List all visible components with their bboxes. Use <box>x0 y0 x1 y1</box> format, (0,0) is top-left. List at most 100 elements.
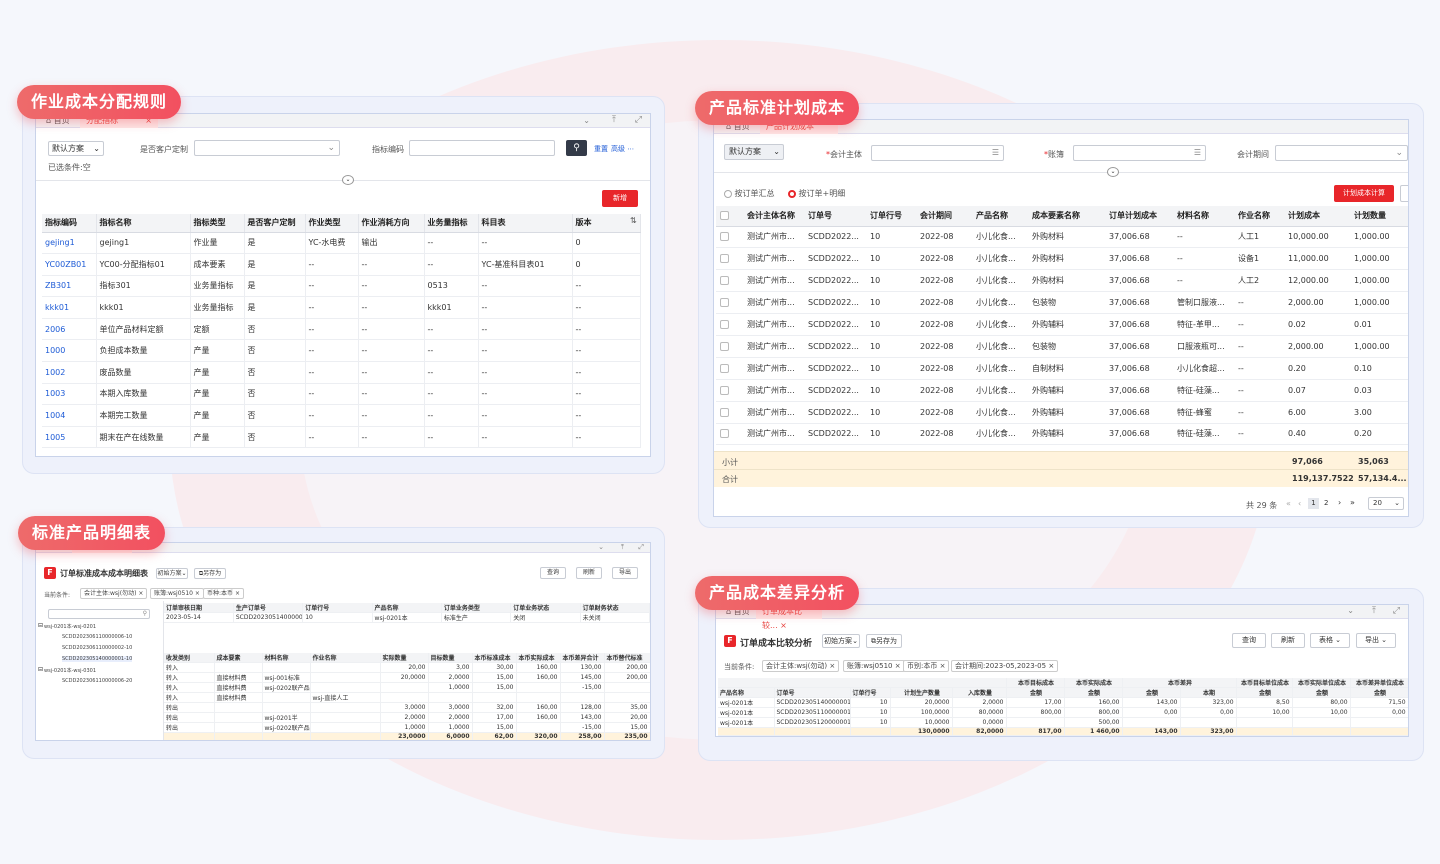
tree-expand-icon[interactable]: ⊟ <box>38 622 44 629</box>
column-settings-icon[interactable]: ⇅ <box>630 216 637 225</box>
tree-expand-icon[interactable]: ⊟ <box>38 666 44 673</box>
select-all-checkbox[interactable] <box>716 206 743 227</box>
condition-chip-book[interactable]: 账簿:wsj0510 × <box>843 660 905 672</box>
scheme-select[interactable]: 初始方案⌄ <box>822 634 860 648</box>
calc-plan-cost-button[interactable]: 计划成本计算 <box>1334 185 1394 202</box>
tab-home[interactable]: ⌂ 首页 <box>46 116 70 125</box>
table-row[interactable]: 测试广州市... SCDD2022... 10 2022-08 小儿化食... 自制材料 3… <box>716 357 1408 380</box>
column-header[interactable]: 订单计划成本 <box>1105 206 1173 227</box>
save-as-button[interactable]: ⧉另存为 <box>194 568 226 579</box>
column-header[interactable]: 作业类型 <box>305 214 359 233</box>
pager-first-icon[interactable]: « <box>1286 499 1291 508</box>
table-cell[interactable]: 1003 <box>42 383 97 406</box>
row-checkbox[interactable] <box>716 247 743 271</box>
table-row[interactable]: 测试广州市... SCDD2022... 10 2022-08 小儿化食... 外购材料 3… <box>716 247 1408 271</box>
tree-node[interactable]: wsj-0201本-wsj-0201 <box>44 624 97 630</box>
table-cell[interactable]: 1004 <box>42 404 97 427</box>
column-header[interactable]: 指标编码 <box>42 214 97 233</box>
row-checkbox[interactable] <box>716 226 743 249</box>
table-cell[interactable]: ZB301 <box>42 275 97 298</box>
table-view-button[interactable]: 表格 ⌄ <box>1310 633 1350 648</box>
condition-chip-currency[interactable]: 币别:本币 × <box>903 660 950 672</box>
column-header[interactable]: 计划数量 <box>1350 206 1408 227</box>
table-cell[interactable]: 1000 <box>42 339 97 363</box>
chevron-down-icon[interactable]: ⌄ <box>583 116 590 125</box>
table-row[interactable]: 1004 本期完工数量 产量否 -- -- -- -- -- <box>42 404 641 427</box>
table-row[interactable]: 1000 负担成本数量 产量否 -- -- -- -- -- <box>42 339 641 363</box>
customer-select[interactable]: ⌄ <box>194 140 340 156</box>
pin-icon[interactable]: ⤒ <box>620 543 624 551</box>
expand-icon[interactable]: ⤢ <box>638 543 644 551</box>
add-button[interactable]: 新增 <box>602 190 638 207</box>
expand-icon[interactable]: ⤢ <box>634 115 642 125</box>
table-cell[interactable]: 2006 <box>42 318 97 341</box>
condition-chip-book[interactable]: 账簿:wsj0510 × <box>150 588 204 599</box>
table-row[interactable]: YC00ZB01 YC00-分配指标01 成本要素是 -- -- -- YC-基准科目表01… <box>42 253 641 276</box>
table-cell[interactable]: 1005 <box>42 426 97 449</box>
collapse-icon[interactable]: ⌄ <box>1107 167 1119 177</box>
collapse-icon[interactable]: ⌄ <box>342 175 354 185</box>
export-button[interactable]: 导出 <box>612 567 638 579</box>
table-row[interactable]: ZB301 指标301 业务量指标是 -- -- 0513 -- -- <box>42 275 641 298</box>
table-row[interactable]: 测试广州市... SCDD2022... 10 2022-08 小儿化食... 包装物 37… <box>716 335 1408 358</box>
period-select[interactable]: ⌄ <box>1275 145 1408 161</box>
pin-icon[interactable]: ⤒ <box>612 115 616 125</box>
table-cell[interactable]: YC00ZB01 <box>42 253 97 276</box>
tree-node[interactable]: SCDD202305140000001-10 <box>62 656 133 662</box>
query-button[interactable]: 查询 <box>1232 633 1266 648</box>
pin-icon[interactable]: ⤒ <box>1372 606 1376 616</box>
table-row[interactable]: 测试广州市... SCDD2022... 10 2022-08 小儿化食... 外购辅料 3… <box>716 401 1408 424</box>
table-cell[interactable]: 1002 <box>42 361 97 384</box>
chevron-down-icon[interactable]: ⌄ <box>1347 606 1354 615</box>
pager-page-2[interactable]: 2 <box>1324 499 1329 507</box>
table-row[interactable]: 测试广州市... SCDD2022... 10 2022-08 小儿化食... 外购材料 3… <box>716 226 1408 249</box>
reset-link[interactable]: 重置 <box>594 145 608 153</box>
book-input[interactable]: ☰ <box>1073 145 1206 161</box>
table-row[interactable]: kkk01 kkk01 业务量指标是 -- -- kkk01 -- -- <box>42 296 641 319</box>
column-header[interactable]: 作业名称 <box>1234 206 1284 227</box>
table-row[interactable]: 测试广州市... SCDD2022... 10 2022-08 小儿化食... 外购辅料 3… <box>716 313 1408 336</box>
row-checkbox[interactable] <box>716 423 743 446</box>
condition-chip-entity[interactable]: 会计主体:wsj(勿动) × <box>762 660 840 672</box>
column-header[interactable]: 订单号 <box>804 206 866 227</box>
tab-home[interactable]: ⌂ 首页 <box>726 607 750 616</box>
pager-prev-icon[interactable]: ‹ <box>1298 499 1302 508</box>
column-header[interactable]: 是否客户定制 <box>244 214 306 233</box>
row-checkbox[interactable] <box>716 379 743 402</box>
row-checkbox[interactable] <box>716 401 743 424</box>
scheme-select[interactable]: 默认方案 ⌄ <box>48 141 104 156</box>
column-header[interactable]: 会计主体名称 <box>743 206 804 227</box>
table-row[interactable]: gejing1 gejing1 作业量是 YC-水电费 输出 -- -- 0 <box>42 232 641 255</box>
column-header[interactable]: 指标名称 <box>96 214 191 233</box>
save-as-button[interactable]: ⧉另存为 <box>866 634 902 648</box>
column-header[interactable]: 作业消耗方向 <box>358 214 425 233</box>
radio-order-detail[interactable]: 按订单+明细 <box>788 188 845 199</box>
row-checkbox[interactable] <box>716 291 743 315</box>
advanced-link[interactable]: 高级 ⋯ <box>611 145 635 153</box>
column-header[interactable]: 版本 <box>572 214 641 233</box>
pager-page-1[interactable]: 1 <box>1308 498 1319 509</box>
row-checkbox[interactable] <box>716 269 743 293</box>
refresh-button[interactable]: 刷新 <box>1271 633 1305 648</box>
tree-search-input[interactable]: ⚲ <box>48 609 150 619</box>
pager-next-icon[interactable]: › <box>1338 498 1342 507</box>
entity-input[interactable]: ☰ <box>871 145 1004 161</box>
column-header[interactable]: 订单行号 <box>866 206 916 227</box>
tree-node[interactable]: SCDD202306110000002-10 <box>62 645 133 651</box>
table-row[interactable]: 1002 废品数量 产量否 -- -- -- -- -- <box>42 361 641 384</box>
table-cell[interactable]: kkk01 <box>42 296 97 319</box>
metric-code-input[interactable] <box>409 140 555 156</box>
column-header[interactable]: 业务量指标 <box>424 214 479 233</box>
tree-node[interactable]: wsj-0201本-wsj-0301 <box>44 668 97 674</box>
column-header[interactable]: 成本要素名称 <box>1028 206 1105 227</box>
row-checkbox[interactable] <box>716 313 743 336</box>
column-header[interactable]: 会计期间 <box>916 206 972 227</box>
query-button[interactable]: 查询 <box>540 567 566 579</box>
table-row[interactable]: 1005 期末在产在线数量 产量否 -- -- -- -- -- <box>42 426 641 449</box>
table-row[interactable]: 测试广州市... SCDD2022... 10 2022-08 小儿化食... 外购辅料 3… <box>716 379 1408 402</box>
table-row[interactable]: 2006 单位产品材料定额 定额否 -- -- -- -- -- <box>42 318 641 341</box>
column-header[interactable]: 材料名称 <box>1173 206 1234 227</box>
table-row[interactable]: 测试广州市... SCDD2022... 10 2022-08 小儿化食... 外购材料 3… <box>716 269 1408 293</box>
search-button[interactable]: ⚲ <box>566 140 587 156</box>
condition-chip-period[interactable]: 会计期间:2023-05,2023-05 × <box>951 660 1059 672</box>
